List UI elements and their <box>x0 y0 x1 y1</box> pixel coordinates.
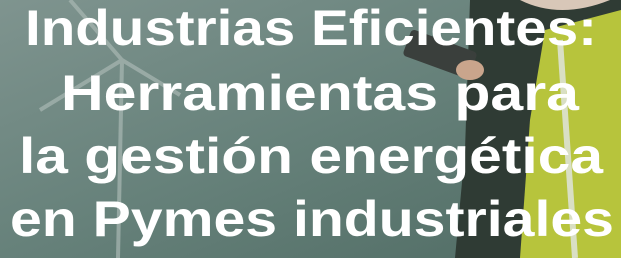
title-line: Industrias Eficientes: <box>25 0 597 56</box>
title-line: en Pymes industriales <box>10 191 614 247</box>
title-line: la gestión energética <box>19 128 604 184</box>
page: {"title_lines": ["Industrias Eficientes:… <box>0 0 621 258</box>
banner: Industrias Eficientes: Herramientas para… <box>0 0 621 258</box>
title-line: Herramientas para <box>61 65 580 121</box>
